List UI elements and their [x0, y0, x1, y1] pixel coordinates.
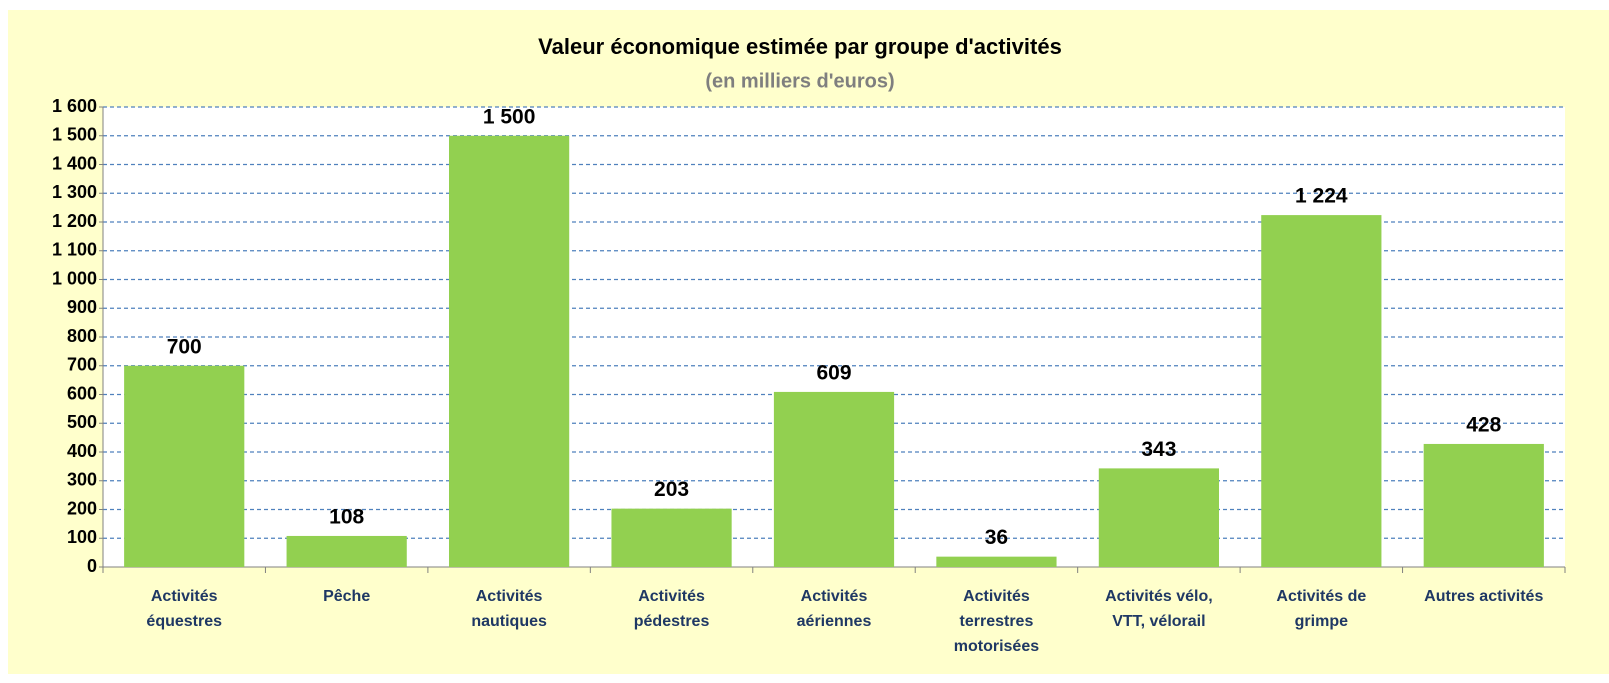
y-tick-label: 100	[67, 527, 97, 547]
y-tick-label: 500	[67, 412, 97, 432]
x-tick-label: Activités de grimpe	[1276, 588, 1367, 630]
y-tick-label: 300	[67, 470, 97, 490]
y-tick-label: 700	[67, 355, 97, 375]
x-tick-label: Activités aériennes	[796, 588, 872, 630]
y-tick-label: 200	[67, 498, 97, 518]
y-tick-label: 1 600	[52, 96, 97, 116]
bar	[1261, 215, 1382, 567]
y-tick-label: 400	[67, 441, 97, 461]
y-tick-label: 1 100	[52, 240, 97, 260]
bar	[449, 135, 570, 567]
bar	[1098, 468, 1219, 567]
y-tick-label: 800	[67, 326, 97, 346]
y-tick-label: 1 400	[52, 153, 97, 173]
x-tick-label: Activités nautiques	[471, 588, 547, 630]
data-label: 609	[816, 361, 851, 384]
y-tick-label: 1 300	[52, 182, 97, 202]
data-label: 108	[329, 505, 364, 528]
bar	[611, 508, 732, 567]
data-label: 343	[1141, 438, 1176, 461]
data-label: 700	[167, 335, 202, 358]
y-tick-label: 0	[87, 556, 97, 576]
y-tick-label: 900	[67, 297, 97, 317]
data-label: 1 224	[1295, 185, 1348, 208]
x-tick-label: Autres activités	[1424, 588, 1544, 605]
y-tick-label: 1 000	[52, 268, 97, 288]
bar	[286, 535, 407, 567]
data-label: 1 500	[483, 105, 536, 128]
data-label: 36	[985, 526, 1008, 549]
y-tick-label: 1 200	[52, 211, 97, 231]
bar	[773, 391, 895, 567]
bar	[936, 556, 1057, 567]
y-tick-label: 600	[67, 383, 97, 403]
x-tick-label: Activités équestres	[146, 588, 223, 630]
chart-title: Valeur économique estimée par groupe d'a…	[538, 34, 1062, 59]
x-tick-label: Activités terrestres motorisées	[953, 588, 1040, 655]
data-label: 428	[1466, 413, 1501, 436]
x-tick-label: Pêche	[323, 588, 371, 605]
y-tick-label: 1 500	[52, 125, 97, 145]
chart-subtitle: (en milliers d'euros)	[705, 70, 894, 92]
bar	[124, 365, 245, 567]
data-label: 203	[654, 478, 689, 501]
bar	[1423, 443, 1544, 567]
x-tick-label: Activités pédestres	[633, 588, 710, 630]
x-tick-label: Activités vélo, VTT, vélorail	[1105, 588, 1213, 630]
